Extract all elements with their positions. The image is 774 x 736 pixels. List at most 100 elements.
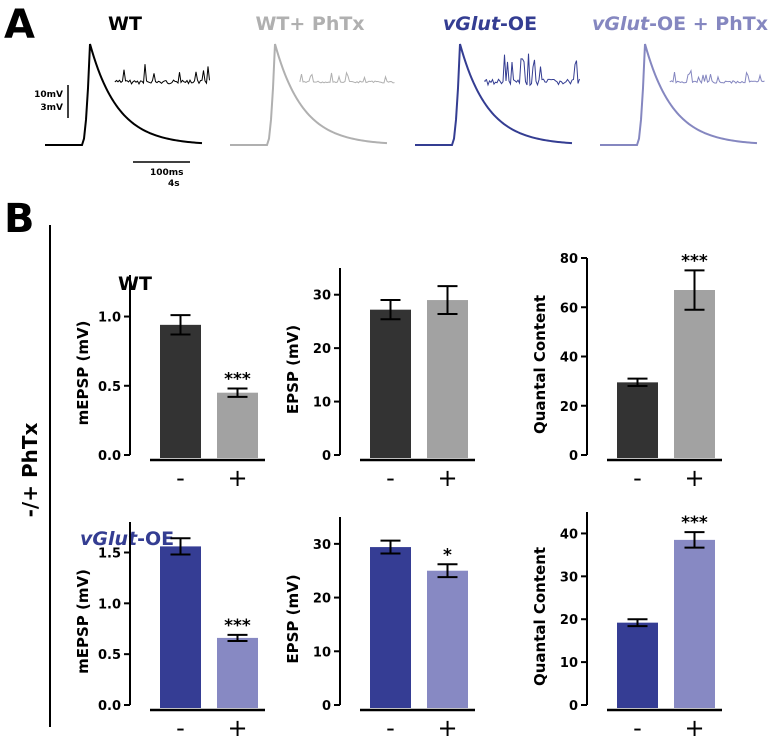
y-axis-label: Quantal Content: [531, 295, 549, 434]
y-tick-label: 10: [560, 656, 578, 671]
error-bar: [437, 563, 458, 579]
bar-plus: [674, 290, 715, 458]
error-bar: [684, 269, 705, 311]
error-bar: [380, 299, 401, 321]
y-axis-label: EPSP (mV): [284, 325, 302, 414]
error-bar: [227, 387, 248, 398]
trace-title-0: WT: [108, 13, 142, 35]
bar-minus: [370, 547, 411, 708]
y-tick-label: 20: [313, 592, 331, 607]
mini-trace: [669, 68, 765, 85]
y-axis-label: Quantal Content: [531, 547, 549, 686]
epsp-trace: [415, 43, 573, 146]
y-tick-label: 20: [313, 342, 331, 357]
bar-plus: [217, 637, 258, 708]
y-tick-label: 40: [560, 351, 578, 366]
bar-minus: [617, 382, 658, 458]
panel-a-label: A: [4, 2, 35, 48]
y-tick-label: 40: [560, 527, 578, 542]
error-bar: [684, 531, 705, 549]
epsp-trace: [230, 43, 388, 146]
x-tick-label: -: [176, 714, 185, 736]
y-tick-label: 0: [322, 699, 331, 714]
error-bar: [227, 633, 248, 642]
phtx-side-label: -/+ PhTx: [18, 423, 42, 518]
y-tick-label: 1.0: [98, 597, 121, 612]
error-bar: [627, 618, 648, 628]
y-tick-label: 20: [560, 400, 578, 415]
bar-plus: [217, 392, 258, 458]
trace-title-2: vGlut-OE: [443, 13, 537, 35]
x-tick-label: -: [386, 714, 395, 736]
y-tick-label: 30: [313, 538, 331, 553]
x-tick-label: -: [633, 714, 642, 736]
trace-title-1: WT+ PhTx: [255, 13, 364, 35]
panel-b-label: B: [4, 196, 35, 242]
significance-label: *: [443, 545, 452, 565]
x-tick-label: -: [386, 464, 395, 492]
bar-minus: [160, 324, 201, 458]
scale-label-4s: 4s: [168, 179, 180, 189]
epsp-trace: [45, 43, 203, 146]
row-label-1: vGlut-OE: [80, 528, 174, 550]
y-tick-label: 0: [569, 449, 578, 464]
error-bar: [170, 537, 191, 556]
bar-chart-0: 0.0 0.5 1.0 mEPSP (mV) - *** +: [74, 275, 265, 492]
x-tick-label: +: [437, 464, 457, 492]
bar-plus: [674, 539, 715, 708]
bar-plus: [427, 570, 468, 708]
x-tick-label: -: [176, 464, 185, 492]
y-tick-label: 80: [560, 252, 578, 267]
y-tick-label: 30: [560, 570, 578, 585]
significance-label: ***: [224, 370, 251, 390]
bar-minus: [160, 546, 201, 708]
bar-chart-5: 0 10 20 30 40 Quantal Content - *** +: [531, 512, 722, 736]
mini-trace: [484, 53, 580, 87]
x-tick-label: -: [633, 464, 642, 492]
y-tick-label: 1.5: [98, 547, 121, 562]
y-tick-label: 0: [322, 449, 331, 464]
significance-label: ***: [681, 251, 708, 271]
x-tick-label: +: [437, 714, 457, 736]
x-tick-label: +: [227, 464, 247, 492]
y-tick-label: 30: [313, 289, 331, 304]
bar-chart-1: 0 10 20 30 EPSP (mV) - +: [284, 268, 475, 492]
significance-label: ***: [224, 616, 251, 636]
y-tick-label: 0.0: [98, 449, 121, 464]
y-tick-label: 60: [560, 301, 578, 316]
error-bar: [627, 377, 648, 388]
y-tick-label: 20: [560, 613, 578, 628]
y-tick-label: 0: [569, 699, 578, 714]
y-axis-label: mEPSP (mV): [74, 321, 92, 426]
y-axis-label: EPSP (mV): [284, 574, 302, 663]
x-tick-label: +: [227, 714, 247, 736]
y-tick-label: 0.0: [98, 699, 121, 714]
epsp-trace: [600, 43, 758, 146]
x-tick-label: +: [684, 464, 704, 492]
y-tick-label: 10: [313, 396, 331, 411]
error-bar: [380, 539, 401, 555]
mini-trace: [114, 64, 210, 86]
bar-minus: [370, 309, 411, 458]
bar-chart-3: 0.0 0.5 1.0 1.5 mEPSP (mV) - *** +: [74, 522, 265, 736]
x-tick-label: +: [684, 714, 704, 736]
scale-label-3mv: 3mV: [40, 103, 63, 113]
row-label-0: WT: [118, 273, 152, 295]
bar-minus: [617, 622, 658, 708]
significance-label: ***: [681, 513, 708, 533]
y-tick-label: 10: [313, 645, 331, 660]
bar-chart-2: 0 20 40 60 80 Quantal Content - *** +: [531, 251, 722, 492]
mini-trace: [299, 71, 395, 84]
error-bar: [437, 285, 458, 315]
scale-label-10mv: 10mV: [34, 90, 63, 100]
bar-plus: [427, 300, 468, 458]
y-tick-label: 0.5: [98, 380, 121, 395]
y-axis-label: mEPSP (mV): [74, 569, 92, 674]
y-tick-label: 0.5: [98, 648, 121, 663]
trace-title-3: vGlut-OE + PhTx: [592, 13, 768, 35]
bar-chart-4: 0 10 20 30 EPSP (mV) - * +: [284, 517, 475, 736]
error-bar: [170, 314, 191, 336]
scale-label-100ms: 100ms: [150, 168, 184, 178]
